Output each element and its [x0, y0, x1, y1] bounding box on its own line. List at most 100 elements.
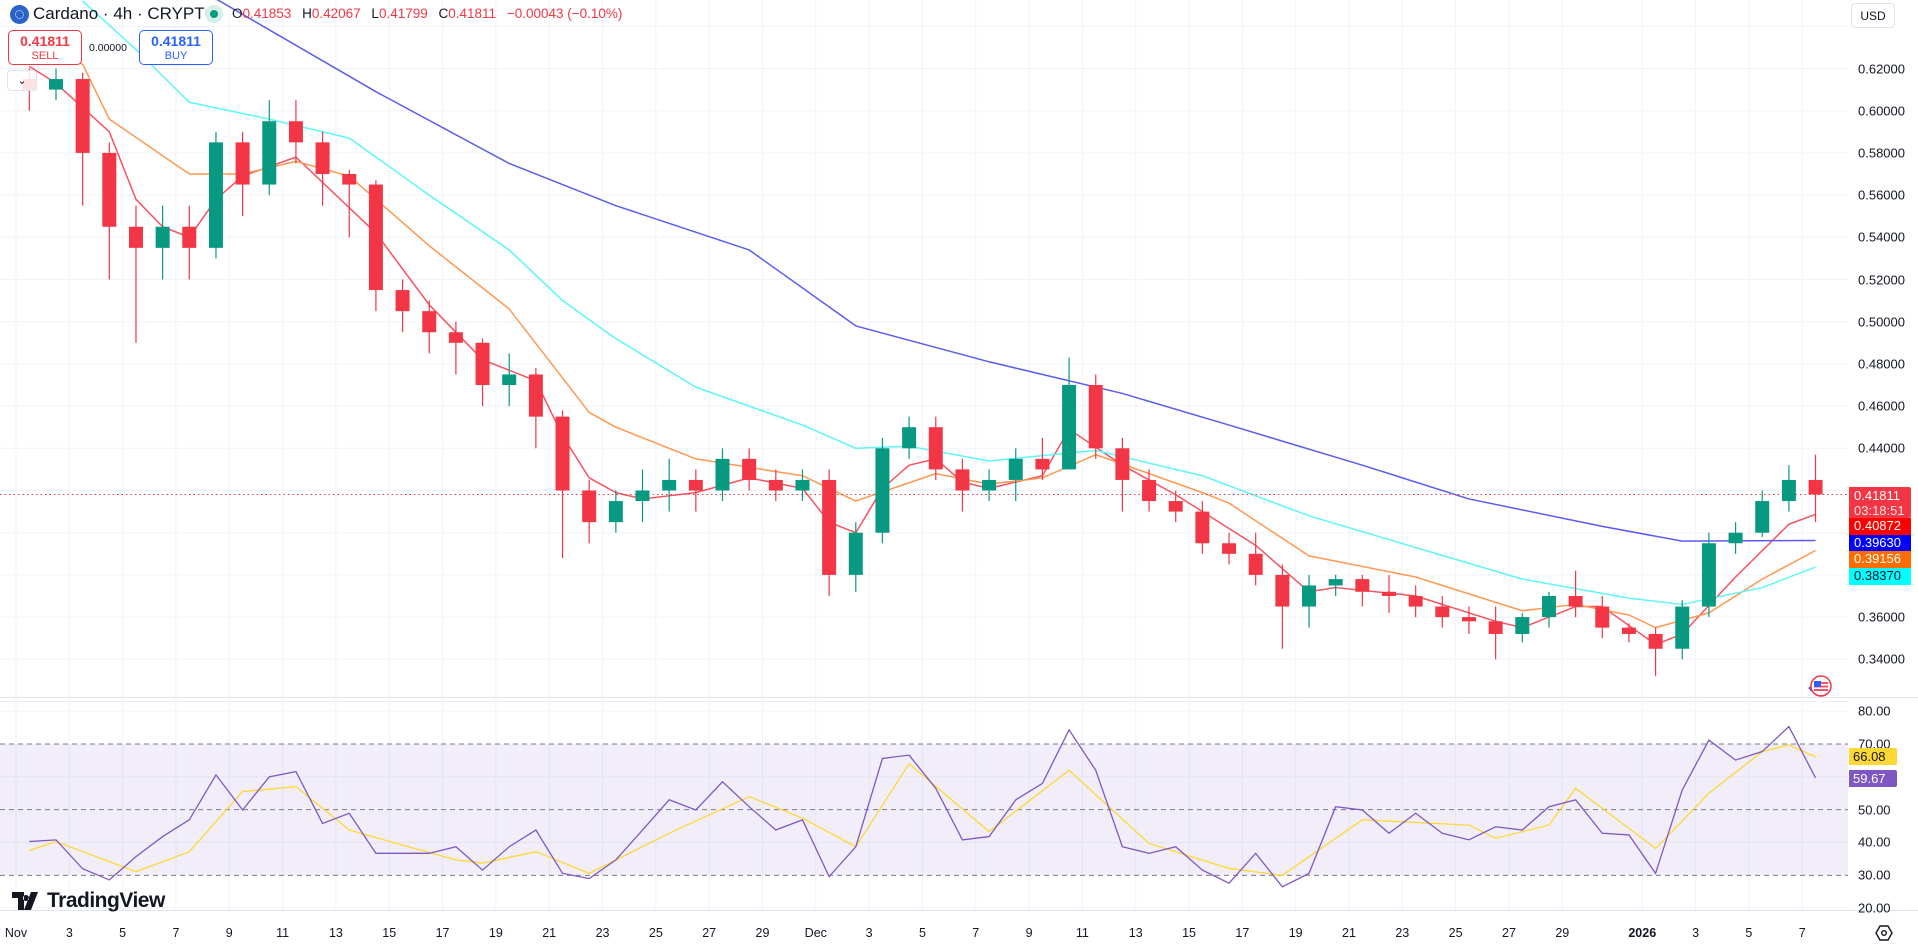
candle-body [955, 469, 970, 491]
sell-button[interactable]: 0.41811 SELL [8, 30, 82, 65]
candle [715, 448, 730, 502]
candle-body [1701, 543, 1716, 607]
economic-events-flag-icon[interactable] [1806, 673, 1832, 699]
candle-body [1568, 596, 1583, 607]
collapse-legend-button[interactable]: ⌄ [7, 70, 37, 91]
candle [102, 142, 117, 280]
time-tick-label: 25 [648, 926, 663, 940]
candle [1168, 490, 1183, 523]
candle [1755, 490, 1770, 537]
candle [48, 68, 63, 101]
time-tick-label: 29 [1555, 926, 1570, 940]
candle-body [1781, 479, 1796, 502]
candle-body [1168, 501, 1183, 512]
candle [1008, 448, 1023, 502]
time-tick-label: 29 [755, 926, 770, 940]
candle [1808, 454, 1823, 523]
candle-body [1248, 553, 1263, 575]
candle [1435, 596, 1450, 628]
open-label: O [232, 6, 243, 21]
candle [1115, 437, 1130, 512]
candle [1088, 374, 1103, 459]
candle [1648, 627, 1663, 677]
symbol-title[interactable]: Cardano · 4h · CRYPTO [33, 4, 218, 23]
time-tick-label: 23 [1395, 926, 1410, 940]
candle [582, 479, 597, 544]
candle [928, 416, 943, 480]
time-tick-label: 11 [1075, 926, 1089, 940]
candle [155, 205, 170, 280]
candle [368, 180, 383, 312]
candle-body [448, 332, 463, 343]
candle-body [688, 479, 703, 491]
time-tick-label: 7 [972, 926, 980, 940]
candle-body [155, 226, 170, 248]
candle [662, 458, 677, 512]
rsi-lines [29, 725, 1817, 888]
candle-body [75, 79, 90, 153]
candle-body [182, 226, 197, 248]
candle-body [1755, 501, 1770, 533]
candle [1248, 532, 1263, 586]
settings-gear-icon[interactable] [1874, 923, 1894, 943]
candle [1781, 465, 1796, 512]
candle [1328, 574, 1343, 596]
price-tick-label: 0.34000 [1858, 651, 1905, 667]
price-tick-label: 0.50000 [1858, 314, 1905, 330]
candle-body [102, 152, 117, 227]
candle-body [1195, 511, 1210, 544]
rsi-tick-label: 30.00 [1858, 867, 1891, 883]
time-tick-label: 3 [865, 926, 873, 940]
candle-body [1088, 385, 1103, 449]
tradingview-logo[interactable]: TradingView [12, 889, 165, 913]
candle [1621, 623, 1636, 643]
candle-body [368, 184, 383, 291]
candle-body [1302, 585, 1317, 607]
candle-body [1142, 479, 1157, 502]
candle-body [875, 448, 890, 533]
candle-body [342, 174, 357, 185]
candle-body [1728, 532, 1743, 544]
candle [555, 410, 570, 559]
candle-body [1355, 579, 1370, 592]
high-label: H [302, 6, 312, 21]
candle [822, 469, 837, 596]
time-tick-label: 19 [488, 926, 503, 940]
buy-button[interactable]: 0.41811 BUY [139, 30, 213, 65]
candle [635, 469, 650, 523]
candle [395, 279, 410, 333]
time-tick-label: 21 [1342, 926, 1356, 940]
ma-blue-tag: 0.39630 [1849, 535, 1911, 551]
price-tick-label: 0.48000 [1858, 356, 1905, 372]
candle-body [1621, 627, 1636, 634]
rsi-value-tag: 59.67 [1849, 770, 1897, 787]
rsi-line [29, 725, 1817, 888]
candle [262, 100, 277, 196]
candles [22, 68, 1823, 677]
time-tick-label: 11 [276, 926, 290, 940]
price-tick-label: 0.54000 [1858, 229, 1905, 245]
currency-button[interactable]: USD [1851, 3, 1895, 28]
time-tick-label: 3 [65, 926, 73, 940]
rsi-tick-label: 40.00 [1858, 834, 1891, 850]
bar-countdown: 03:18:51 [1854, 503, 1905, 518]
low-value: 0.41799 [378, 6, 428, 21]
candle [528, 368, 543, 449]
candle-body [555, 416, 570, 491]
candle-body [1488, 621, 1503, 634]
candle [795, 469, 810, 502]
time-tick-label: 9 [225, 926, 233, 940]
candle [1595, 596, 1610, 639]
time-tick-label: 15 [1182, 926, 1196, 940]
candle-body [128, 226, 143, 248]
candle-body [1595, 606, 1610, 628]
candle-body [635, 490, 650, 502]
candle [182, 205, 197, 280]
time-tick-label: 2026 [1628, 926, 1657, 940]
rsi-ma-tag: 66.08 [1849, 748, 1897, 765]
candle [1515, 612, 1530, 643]
last-price-value: 0.41811 [1854, 488, 1901, 503]
market-open-status-icon[interactable] [205, 5, 223, 23]
time-tick-label: 21 [542, 926, 557, 940]
